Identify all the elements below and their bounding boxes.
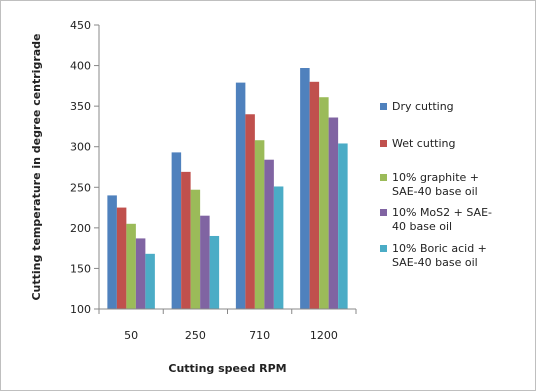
legend-label: 10% Boric acid + SAE-40 base oil [392,242,487,269]
bar [200,215,210,309]
legend-label: 10% graphite + SAE-40 base oil [392,171,479,198]
bar [245,114,255,309]
legend-swatch [380,245,387,252]
y-axis-title: Cutting temperature in degree centrigrad… [30,33,43,300]
y-tick-label: 100 [70,303,91,316]
y-tick-label: 300 [70,141,91,154]
bar [254,140,265,309]
y-tick-label: 250 [70,181,91,194]
legend-label-line: Dry cutting [392,100,454,113]
bar [300,68,310,310]
y-axis-ticks: 100 150 200 250 300 350 400 450 [70,19,99,316]
legend-label-line: 10% Boric acid + [392,242,487,255]
bar [264,159,274,309]
legend-label-line: SAE-40 base oil [392,185,478,198]
x-axis-ticks: 50 250 710 1200 [98,309,357,342]
legend-label-line: Wet cutting [392,137,455,150]
y-tick-label: 450 [70,19,91,32]
x-tick-label: 250 [185,329,206,342]
legend-label: 10% MoS2 + SAE-40 base oil [392,206,492,233]
y-tick-label: 150 [70,262,91,275]
bar [235,82,246,310]
bar [116,207,127,309]
legend-swatch [380,140,387,147]
legend-swatch [380,209,387,216]
legend-label-line: 40 base oil [392,220,452,233]
x-tick-label: 50 [124,329,138,342]
bars [107,68,348,310]
legend-label: Wet cutting [392,137,455,150]
legend-label: Dry cutting [392,100,454,113]
bar [209,235,220,309]
legend-swatch [380,103,387,110]
bar [190,189,201,309]
bar [273,186,284,309]
bar [126,223,136,309]
x-axis-title: Cutting speed RPM [168,362,286,375]
bar [135,238,146,309]
legend-label-line: 10% graphite + [392,171,479,184]
bar [171,152,182,309]
y-tick-label: 400 [70,60,91,73]
legend-label-line: 10% MoS2 + SAE- [392,206,492,219]
bar [145,253,155,309]
x-tick-label: 710 [249,329,270,342]
bar [181,171,191,309]
legend-label-line: SAE-40 base oil [392,256,478,269]
bar [309,81,320,309]
bar [319,97,329,310]
y-tick-label: 350 [70,100,91,113]
bar [107,195,117,309]
legend-swatch [380,174,387,181]
bar [338,143,348,309]
y-tick-label: 200 [70,222,91,235]
bar [328,117,339,309]
x-tick-label: 1200 [310,329,338,342]
